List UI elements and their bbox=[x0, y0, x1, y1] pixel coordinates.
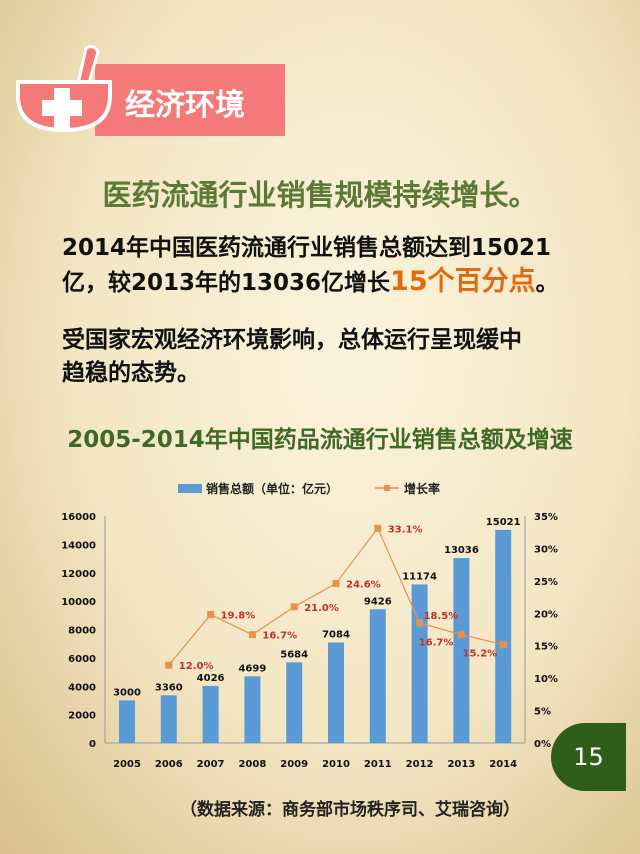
bar bbox=[411, 584, 428, 743]
right-tick-label: 0% bbox=[534, 739, 551, 750]
bar bbox=[453, 558, 470, 743]
right-tick-label: 25% bbox=[534, 577, 558, 588]
bar-value-label: 3000 bbox=[113, 687, 141, 698]
legend-bar-label: 销售总额（单位：亿元） bbox=[206, 481, 338, 496]
bar bbox=[369, 609, 386, 743]
growth-marker bbox=[374, 524, 382, 532]
right-tick-label: 5% bbox=[534, 707, 551, 718]
bar bbox=[160, 695, 177, 743]
growth-marker bbox=[457, 631, 465, 639]
right-tick-label: 20% bbox=[534, 609, 558, 620]
x-tick-label: 2012 bbox=[406, 759, 434, 770]
growth-marker bbox=[290, 603, 298, 611]
highlight-text: 15个百分点 bbox=[390, 266, 536, 297]
p1-line1: 2014年中国医药流通行业销售总额达到15021 bbox=[62, 235, 552, 261]
p2-line1: 受国家宏观经济环境影响，总体运行呈现缓中 bbox=[62, 327, 522, 353]
left-tick-label: 12000 bbox=[61, 569, 96, 580]
x-tick-label: 2005 bbox=[113, 759, 141, 770]
section-badge: 经济环境 bbox=[95, 64, 285, 136]
bar-value-label: 11174 bbox=[402, 571, 437, 582]
bar-value-label: 5684 bbox=[280, 649, 308, 660]
x-tick-label: 2013 bbox=[447, 759, 475, 770]
growth-label: 21.0% bbox=[304, 603, 339, 614]
growth-marker bbox=[499, 640, 507, 648]
growth-marker bbox=[207, 611, 215, 619]
bar bbox=[495, 529, 512, 743]
growth-label: 33.1% bbox=[388, 524, 423, 535]
page-number: 15 bbox=[551, 723, 626, 791]
legend-line-marker bbox=[384, 485, 390, 491]
right-tick-label: 15% bbox=[534, 642, 558, 653]
source-note: （数据来源：商务部市场秩序司、艾瑞咨询） bbox=[180, 800, 520, 820]
growth-marker bbox=[416, 619, 424, 627]
bar-value-label: 9426 bbox=[364, 596, 392, 607]
left-tick-label: 0 bbox=[89, 739, 96, 750]
bar-value-label: 4699 bbox=[238, 663, 266, 674]
chart-title: 2005-2014年中国药品流通行业销售总额及增速 bbox=[67, 427, 573, 453]
left-tick-label: 2000 bbox=[68, 711, 96, 722]
growth-label: 24.6% bbox=[346, 579, 381, 590]
p2-line2: 趋稳的态势。 bbox=[62, 360, 200, 386]
p1-end: 。 bbox=[535, 270, 559, 296]
chart: 销售总额（单位：亿元） 增长率 0 2000 4000 6000 8000 10000 1200… bbox=[61, 481, 558, 770]
x-tick-label: 2008 bbox=[238, 759, 266, 770]
x-tick-label: 2009 bbox=[280, 759, 308, 770]
bar bbox=[202, 685, 219, 743]
bar bbox=[328, 642, 344, 743]
x-tick-label: 2007 bbox=[197, 759, 225, 770]
bar-value-label: 3360 bbox=[155, 682, 183, 693]
growth-label: 16.7% bbox=[262, 631, 297, 642]
bar bbox=[244, 676, 261, 743]
subtitle: 医药流通行业销售规模持续增长。 bbox=[102, 178, 538, 212]
x-tick-label: 2011 bbox=[364, 759, 392, 770]
x-tick-label: 2006 bbox=[155, 759, 183, 770]
bar bbox=[119, 700, 135, 743]
legend-line-label: 增长率 bbox=[404, 481, 440, 496]
growth-label: 19.8% bbox=[221, 611, 256, 622]
left-tick-label: 4000 bbox=[68, 682, 96, 693]
left-tick-label: 10000 bbox=[61, 597, 96, 608]
left-tick-label: 14000 bbox=[61, 540, 96, 551]
growth-marker bbox=[248, 631, 256, 639]
growth-label: 15.2% bbox=[462, 648, 497, 659]
right-tick-label: 10% bbox=[534, 674, 558, 685]
growth-label: 16.7% bbox=[419, 638, 454, 649]
p1-text: 亿，较2013年的13036亿增长 bbox=[62, 270, 391, 296]
section-label: 经济环境 bbox=[125, 88, 245, 123]
paragraph-1: 2014年中国医药流通行业销售总额达到15021 亿，较2013年的13036亿… bbox=[62, 232, 559, 300]
bar bbox=[286, 662, 303, 743]
p1-line2: 亿，较2013年的13036亿增长15个百分点。 bbox=[62, 265, 559, 300]
right-tick-label: 30% bbox=[534, 544, 558, 555]
growth-marker bbox=[165, 661, 173, 669]
mortar-pestle-cross-icon bbox=[16, 45, 112, 133]
left-tick-label: 8000 bbox=[68, 626, 96, 637]
growth-marker bbox=[332, 579, 340, 587]
bar-value-label: 13036 bbox=[444, 545, 479, 556]
x-tick-label: 2014 bbox=[489, 759, 517, 770]
bar-value-label: 4026 bbox=[197, 673, 225, 684]
left-tick-label: 16000 bbox=[61, 512, 96, 523]
paragraph-2: 受国家宏观经济环境影响，总体运行呈现缓中 趋稳的态势。 bbox=[62, 324, 522, 390]
left-tick-label: 6000 bbox=[68, 654, 96, 665]
bar-value-label: 15021 bbox=[486, 517, 521, 528]
x-tick-label: 2010 bbox=[322, 759, 350, 770]
right-tick-label: 35% bbox=[534, 512, 558, 523]
legend-bar-swatch bbox=[178, 484, 202, 493]
growth-label: 18.5% bbox=[424, 611, 459, 622]
bar-value-label: 7084 bbox=[322, 629, 350, 640]
growth-label: 12.0% bbox=[179, 661, 214, 672]
